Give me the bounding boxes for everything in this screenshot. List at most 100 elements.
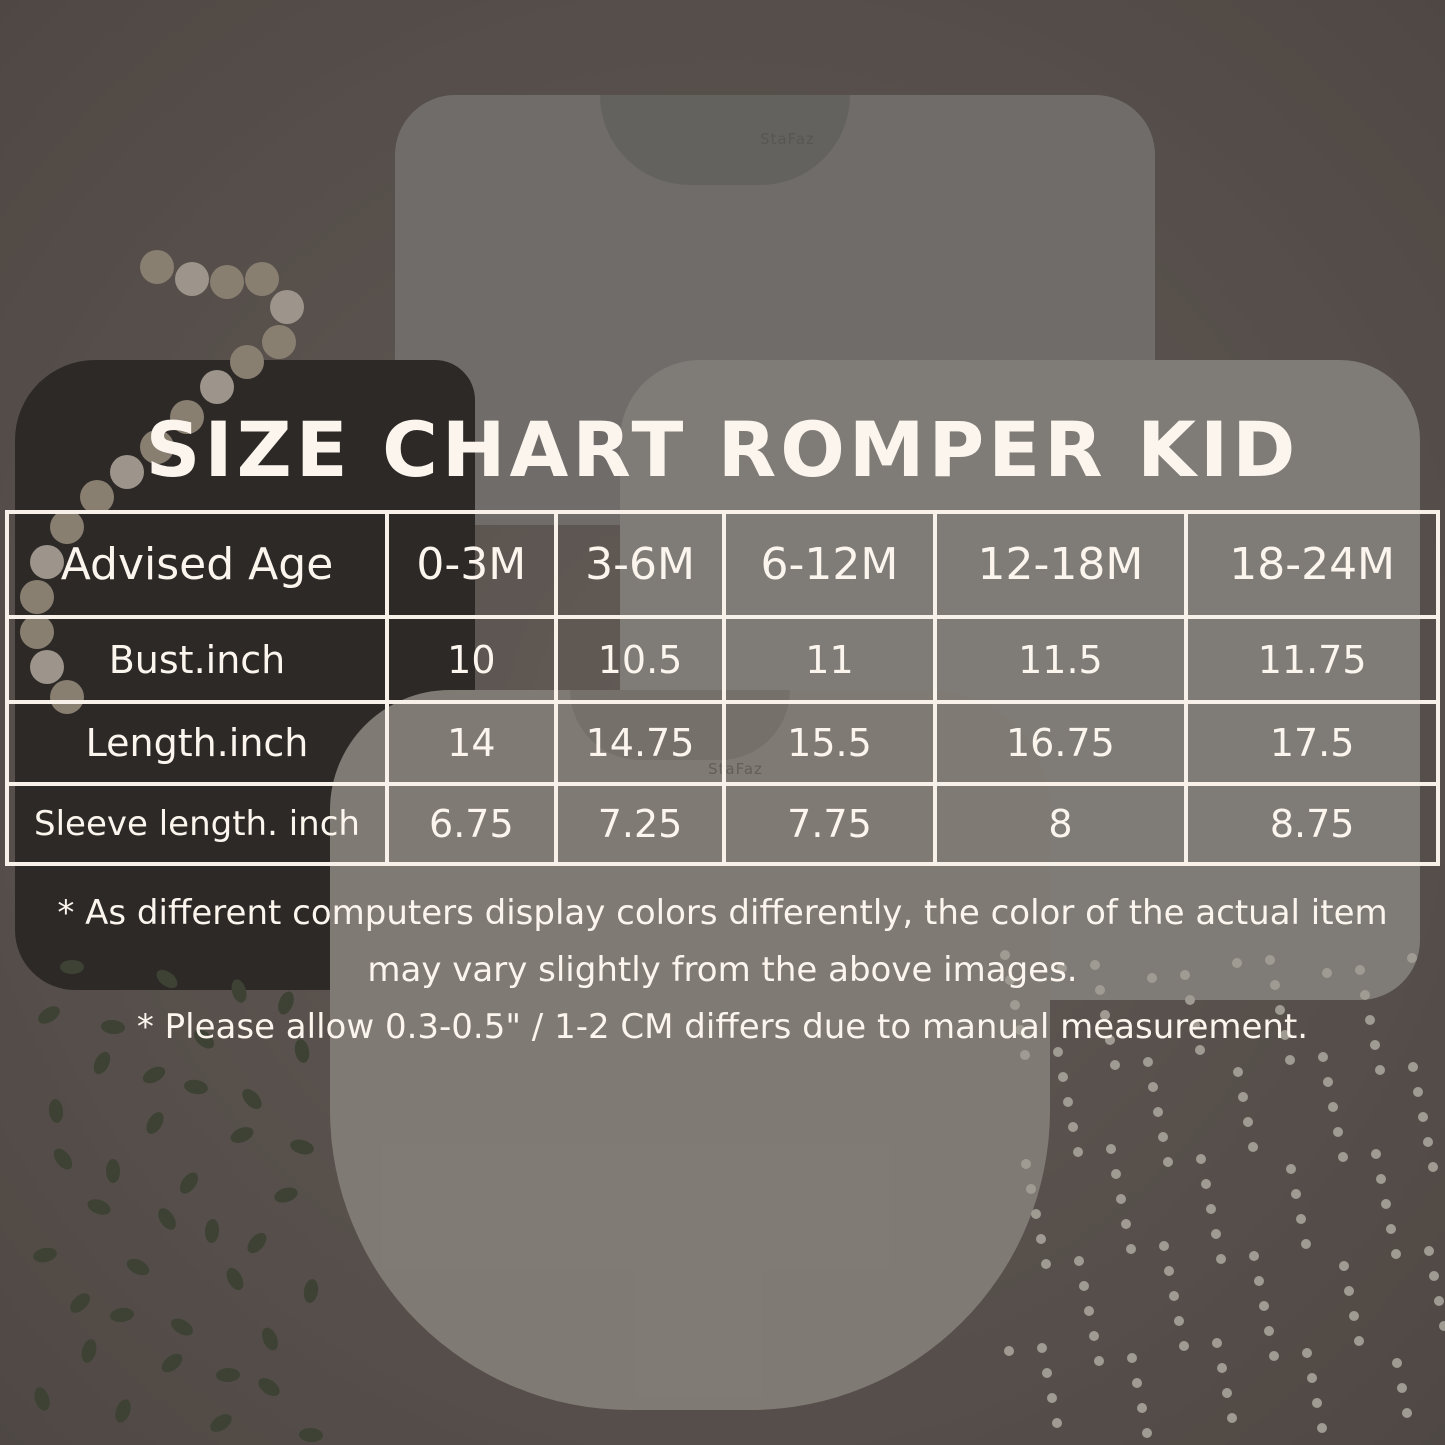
bead <box>200 370 234 404</box>
header-cell: 6-12M <box>722 510 937 619</box>
note-measurement: * Please allow 0.3-0.5" / 1-2 CM differs… <box>136 1007 1309 1047</box>
flower <box>1010 1000 1020 1010</box>
bead <box>175 262 209 296</box>
flower <box>1264 1326 1274 1336</box>
flower <box>1275 1005 1285 1015</box>
cell: 10 <box>385 615 558 704</box>
header-cell: 18-24M <box>1184 510 1440 619</box>
flower <box>1302 1348 1312 1358</box>
flower <box>1174 1316 1184 1326</box>
flower <box>1418 1112 1428 1122</box>
flower <box>1407 953 1417 963</box>
row-label: Bust.inch <box>5 615 389 704</box>
flower <box>1185 995 1195 1005</box>
flower <box>1106 1144 1116 1154</box>
flower <box>1037 1343 1047 1353</box>
cell: 7.25 <box>553 782 727 866</box>
table-row: Bust.inch 10 10.5 11 11.5 11.75 <box>5 615 1440 704</box>
flower <box>1429 1271 1439 1281</box>
flower <box>1381 1199 1391 1209</box>
flower <box>1057 963 1067 973</box>
flower <box>1233 1067 1243 1077</box>
flower <box>1243 1117 1253 1127</box>
flower <box>1280 1030 1290 1040</box>
flower <box>1232 958 1242 968</box>
flower <box>1163 1157 1173 1167</box>
flower <box>1434 1296 1444 1306</box>
flower <box>1132 1378 1142 1388</box>
flower <box>1095 985 1105 995</box>
flower <box>1286 1164 1296 1174</box>
flower <box>1000 950 1010 960</box>
flower <box>1195 1045 1205 1055</box>
flower <box>1058 1072 1068 1082</box>
flower <box>1333 1127 1343 1137</box>
cell: 8 <box>932 782 1189 866</box>
flower <box>1307 1373 1317 1383</box>
flower <box>1238 1092 1248 1102</box>
flower <box>1021 1159 1031 1169</box>
flower <box>1147 973 1157 983</box>
cell: 11 <box>722 615 937 704</box>
cell: 11.5 <box>932 615 1189 704</box>
flower <box>1248 1142 1258 1152</box>
row-label: Length.inch <box>5 700 389 786</box>
flower <box>1301 1239 1311 1249</box>
table-row: Sleeve length. inch 6.75 7.25 7.75 8 8.7… <box>5 782 1440 866</box>
flower <box>1143 1057 1153 1067</box>
flower <box>1386 1224 1396 1234</box>
flower <box>1349 1311 1359 1321</box>
cell: 16.75 <box>932 700 1189 786</box>
flower <box>1042 1368 1052 1378</box>
flower <box>1291 1189 1301 1199</box>
flower <box>1052 1418 1062 1428</box>
flower <box>1391 1249 1401 1259</box>
cell: 6.75 <box>385 782 558 866</box>
flower <box>1212 1338 1222 1348</box>
flower <box>1121 1219 1131 1229</box>
flower <box>1249 1251 1259 1261</box>
flower <box>1126 1244 1136 1254</box>
flower <box>1142 1428 1152 1438</box>
flower <box>1254 1276 1264 1286</box>
flower <box>1100 1010 1110 1020</box>
flower <box>1270 980 1280 990</box>
bead <box>210 265 244 299</box>
flower <box>1159 1241 1169 1251</box>
cell: 7.75 <box>722 782 937 866</box>
cell: 15.5 <box>722 700 937 786</box>
cell: 11.75 <box>1184 615 1440 704</box>
flower <box>1370 1040 1380 1050</box>
flower <box>1216 1254 1226 1264</box>
cell: 8.75 <box>1184 782 1440 866</box>
flower <box>1031 1209 1041 1219</box>
table-header-row: Advised Age 0-3M 3-6M 6-12M 12-18M 18-24… <box>5 510 1440 619</box>
flower <box>1041 1259 1051 1269</box>
bead <box>140 250 174 284</box>
flower <box>1110 1060 1120 1070</box>
row-label: Sleeve length. inch <box>5 782 389 866</box>
flower <box>1073 1147 1083 1157</box>
bead <box>80 480 114 514</box>
brand-logo: StaFaz <box>760 130 815 148</box>
flower <box>1164 1266 1174 1276</box>
flower <box>1413 1087 1423 1097</box>
grey-sweater-collar <box>600 95 850 185</box>
bead <box>270 290 304 324</box>
flower <box>1355 965 1365 975</box>
flower <box>1344 1286 1354 1296</box>
bead <box>110 455 144 489</box>
flower <box>1317 1423 1327 1433</box>
note-color: * As different computers display colors … <box>57 893 1388 990</box>
flower <box>1090 960 1100 970</box>
flower <box>1322 968 1332 978</box>
flower <box>1211 1229 1221 1239</box>
bead <box>230 345 264 379</box>
flower <box>1068 1122 1078 1132</box>
flower <box>1053 1047 1063 1057</box>
flower <box>1285 1055 1295 1065</box>
flower <box>1338 1152 1348 1162</box>
flower <box>1424 1246 1434 1256</box>
flower <box>1423 1137 1433 1147</box>
flower <box>1360 990 1370 1000</box>
